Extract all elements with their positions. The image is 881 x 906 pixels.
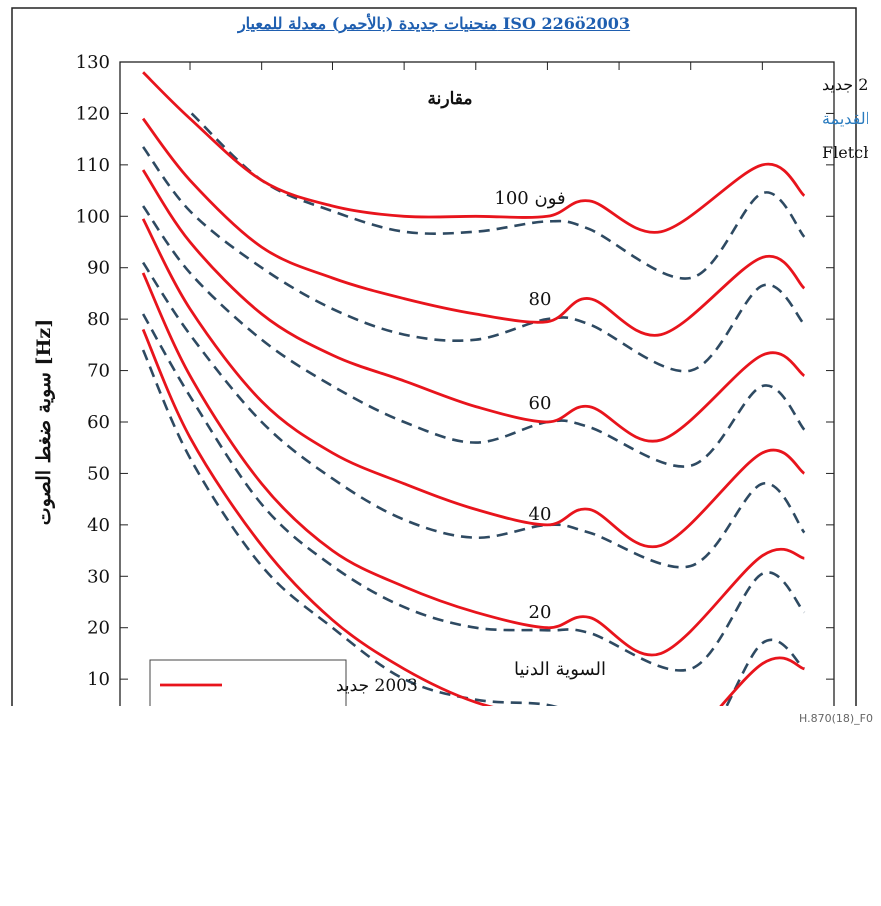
new-curve-3 bbox=[141, 218, 806, 549]
y-tick-label: 30 bbox=[87, 566, 110, 587]
y-tick-label: 10 bbox=[87, 669, 110, 690]
chart-title: منحنيات جديدة (بالأحمر) معدلة للمعيار IS… bbox=[237, 14, 631, 33]
curve-label: 40 bbox=[529, 504, 552, 525]
chart-frame: −1001020304050607080901001101201301631.5… bbox=[11, 7, 868, 706]
y-tick-label: 50 bbox=[87, 463, 110, 484]
old-curve-1 bbox=[142, 146, 806, 373]
old-curve-4 bbox=[141, 313, 806, 672]
compare-title: مقارنة bbox=[428, 89, 473, 109]
outer-border bbox=[11, 7, 857, 706]
figure-code: H.870(18)_F0 bbox=[799, 712, 873, 725]
old-curve-3 bbox=[142, 261, 806, 569]
old-curve-2 bbox=[142, 205, 806, 468]
legend-old-label: سابق bbox=[282, 704, 320, 706]
y-tick-label: 60 bbox=[87, 412, 110, 433]
curve-label: 20 bbox=[529, 602, 552, 623]
new-curve-1 bbox=[141, 117, 806, 337]
curve-label: 60 bbox=[529, 393, 552, 414]
new-curve-4 bbox=[141, 272, 805, 657]
y-tick-label: 90 bbox=[87, 258, 110, 279]
y-tick-label: 80 bbox=[87, 309, 110, 330]
y-axis-label: سوية ضغط الصوت [Hz] bbox=[33, 319, 55, 525]
y-tick-label: 110 bbox=[76, 155, 110, 176]
y-tick-label: 20 bbox=[87, 618, 110, 639]
y-tick-label: 100 bbox=[76, 206, 110, 227]
y-tick-label: 70 bbox=[87, 361, 110, 382]
legend-box bbox=[149, 659, 347, 706]
y-tick-label: 40 bbox=[87, 515, 110, 536]
note-line-3: ولا منحنيات Fletcher-Munson bbox=[822, 143, 868, 162]
loudness-chart: −1001020304050607080901001101201301631.5… bbox=[11, 7, 868, 706]
y-tick-label: 120 bbox=[76, 103, 110, 124]
new-curve-0 bbox=[142, 71, 806, 234]
new-curve-5 bbox=[141, 328, 805, 706]
old-curve-0 bbox=[190, 112, 806, 280]
note-line-1: أحمر = 2003 جديد bbox=[822, 74, 868, 94]
old-curve-5 bbox=[141, 349, 806, 706]
y-tick-label: 130 bbox=[76, 52, 110, 73]
curve-label: 100 فون bbox=[494, 188, 565, 209]
legend-new-label: 2003 جديد bbox=[336, 676, 418, 696]
note-line-2: لا منحنيات Robinson-Dadson القديمة bbox=[822, 109, 868, 128]
curve-label: السوية الدنيا bbox=[514, 659, 606, 680]
new-curve-2 bbox=[141, 169, 806, 443]
curve-label: 80 bbox=[529, 289, 552, 310]
